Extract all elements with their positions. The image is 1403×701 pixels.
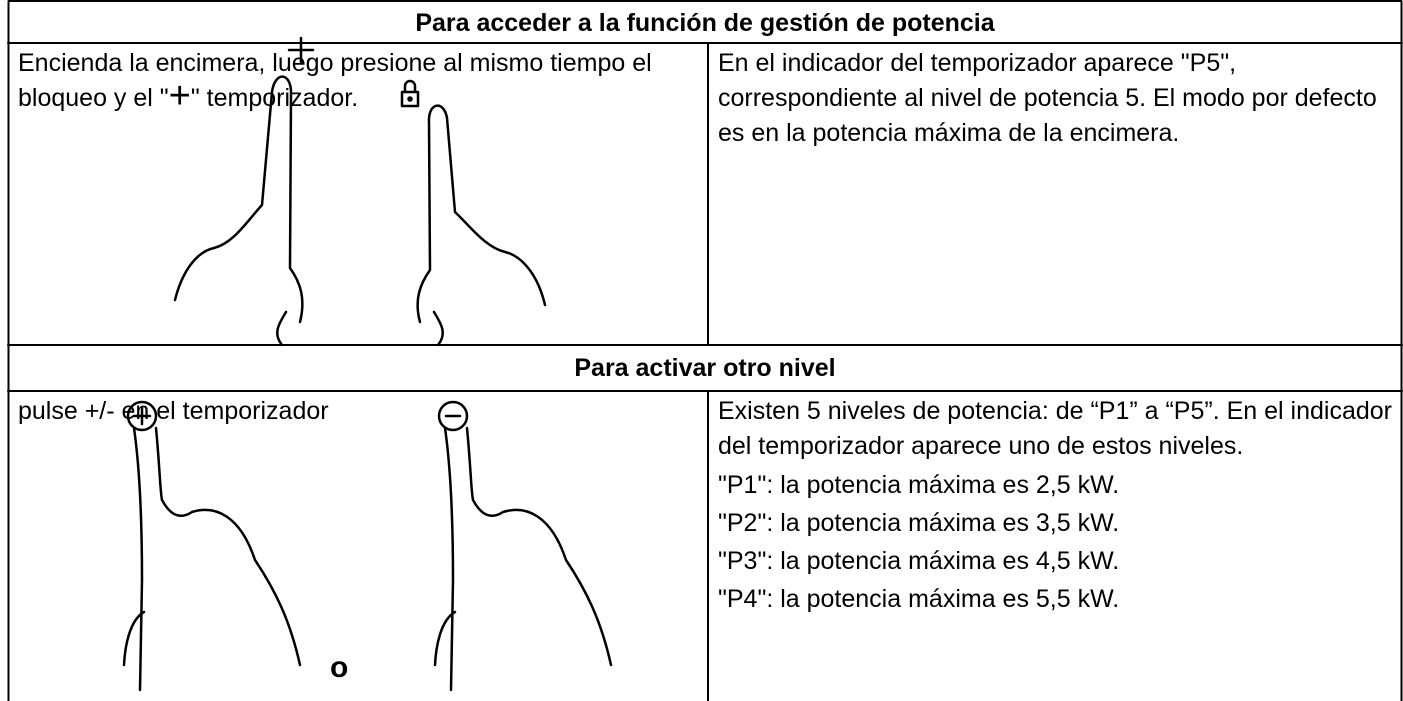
list-item: "P3": la potencia máxima es 4,5 kW. (718, 547, 1120, 575)
description: En el indicador del temporizador aparece… (718, 49, 1377, 147)
paragraph: Existen 5 niveles de potencia: de “P1” a… (718, 397, 1392, 460)
text: " temporizador. (190, 84, 359, 112)
list-item: "P2": la potencia máxima es 3,5 kW. (718, 509, 1120, 537)
list-item: "P1": la potencia máxima es 2,5 kW. (718, 471, 1120, 499)
or-label: o (330, 651, 349, 684)
plus-symbol: + (168, 75, 191, 117)
description: Existen 5 niveles de potencia: de “P1” a… (718, 394, 1400, 618)
section-title: Para activar otro nivel (574, 354, 836, 382)
list-item: "P4": la potencia máxima es 5,5 kW. (718, 585, 1120, 613)
instruction: pulse +/- en el temporizador (18, 397, 329, 425)
instruction: Encienda la encimera, luego presione al … (18, 46, 703, 116)
text: Encienda la encimera, luego presione al … (18, 49, 652, 112)
hand-illustration (122, 36, 613, 692)
section-title: Para acceder a la función de gestión de … (415, 9, 995, 37)
